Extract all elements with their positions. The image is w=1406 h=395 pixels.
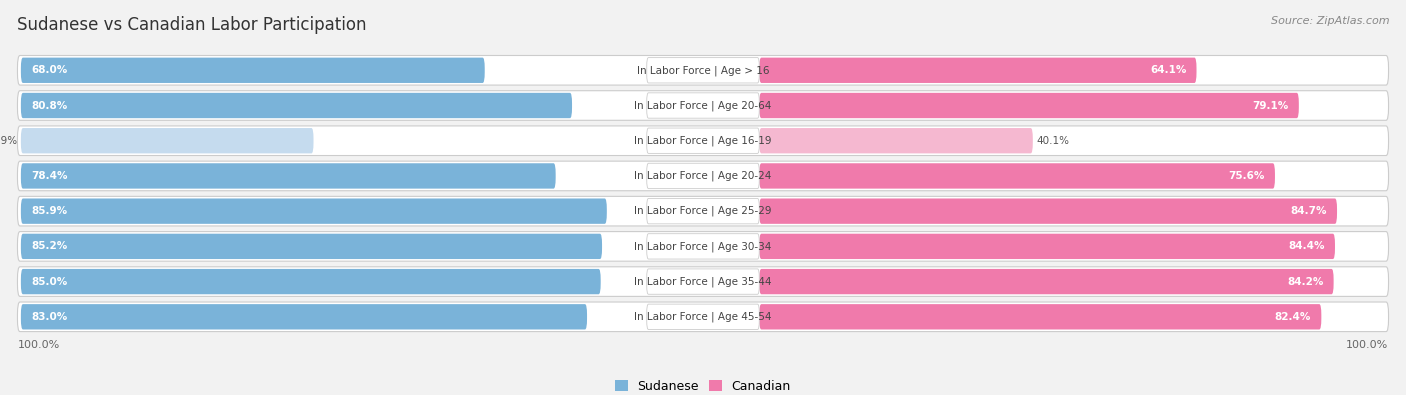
Text: In Labor Force | Age > 16: In Labor Force | Age > 16 xyxy=(637,65,769,75)
Text: 85.2%: 85.2% xyxy=(31,241,67,251)
FancyBboxPatch shape xyxy=(21,58,485,83)
FancyBboxPatch shape xyxy=(17,91,1389,120)
Text: In Labor Force | Age 20-24: In Labor Force | Age 20-24 xyxy=(634,171,772,181)
Legend: Sudanese, Canadian: Sudanese, Canadian xyxy=(610,375,796,395)
Text: In Labor Force | Age 35-44: In Labor Force | Age 35-44 xyxy=(634,276,772,287)
Text: 84.4%: 84.4% xyxy=(1288,241,1324,251)
FancyBboxPatch shape xyxy=(21,234,602,259)
FancyBboxPatch shape xyxy=(759,234,1334,259)
FancyBboxPatch shape xyxy=(759,304,1322,329)
Text: 84.2%: 84.2% xyxy=(1286,276,1323,287)
FancyBboxPatch shape xyxy=(647,163,759,189)
FancyBboxPatch shape xyxy=(759,163,1275,189)
Text: 100.0%: 100.0% xyxy=(1347,340,1389,350)
FancyBboxPatch shape xyxy=(647,128,759,153)
FancyBboxPatch shape xyxy=(17,231,1389,261)
FancyBboxPatch shape xyxy=(17,161,1389,191)
Text: 84.7%: 84.7% xyxy=(1291,206,1327,216)
FancyBboxPatch shape xyxy=(17,302,1389,331)
Text: In Labor Force | Age 25-29: In Labor Force | Age 25-29 xyxy=(634,206,772,216)
FancyBboxPatch shape xyxy=(647,198,759,224)
Text: 100.0%: 100.0% xyxy=(17,340,59,350)
Text: In Labor Force | Age 16-19: In Labor Force | Age 16-19 xyxy=(634,135,772,146)
FancyBboxPatch shape xyxy=(21,269,600,294)
Text: 78.4%: 78.4% xyxy=(31,171,67,181)
Text: In Labor Force | Age 30-34: In Labor Force | Age 30-34 xyxy=(634,241,772,252)
FancyBboxPatch shape xyxy=(759,128,1033,153)
FancyBboxPatch shape xyxy=(647,58,759,83)
Text: 42.9%: 42.9% xyxy=(0,136,17,146)
Text: 82.4%: 82.4% xyxy=(1275,312,1312,322)
FancyBboxPatch shape xyxy=(759,198,1337,224)
FancyBboxPatch shape xyxy=(21,198,607,224)
Text: 80.8%: 80.8% xyxy=(31,100,67,111)
FancyBboxPatch shape xyxy=(21,304,588,329)
FancyBboxPatch shape xyxy=(647,234,759,259)
FancyBboxPatch shape xyxy=(21,163,555,189)
Text: In Labor Force | Age 45-54: In Labor Force | Age 45-54 xyxy=(634,312,772,322)
Text: 40.1%: 40.1% xyxy=(1036,136,1069,146)
FancyBboxPatch shape xyxy=(21,93,572,118)
Text: 85.9%: 85.9% xyxy=(31,206,67,216)
Text: 83.0%: 83.0% xyxy=(31,312,67,322)
FancyBboxPatch shape xyxy=(21,128,314,153)
FancyBboxPatch shape xyxy=(647,269,759,294)
FancyBboxPatch shape xyxy=(17,196,1389,226)
Text: 64.1%: 64.1% xyxy=(1150,65,1187,75)
Text: 85.0%: 85.0% xyxy=(31,276,67,287)
Text: Sudanese vs Canadian Labor Participation: Sudanese vs Canadian Labor Participation xyxy=(17,16,367,34)
FancyBboxPatch shape xyxy=(647,93,759,118)
Text: In Labor Force | Age 20-64: In Labor Force | Age 20-64 xyxy=(634,100,772,111)
Text: Source: ZipAtlas.com: Source: ZipAtlas.com xyxy=(1271,16,1389,26)
FancyBboxPatch shape xyxy=(17,56,1389,85)
FancyBboxPatch shape xyxy=(759,93,1299,118)
FancyBboxPatch shape xyxy=(759,58,1197,83)
Text: 68.0%: 68.0% xyxy=(31,65,67,75)
Text: 79.1%: 79.1% xyxy=(1253,100,1288,111)
Text: 75.6%: 75.6% xyxy=(1229,171,1265,181)
FancyBboxPatch shape xyxy=(17,126,1389,156)
FancyBboxPatch shape xyxy=(647,304,759,329)
FancyBboxPatch shape xyxy=(17,267,1389,296)
FancyBboxPatch shape xyxy=(759,269,1334,294)
